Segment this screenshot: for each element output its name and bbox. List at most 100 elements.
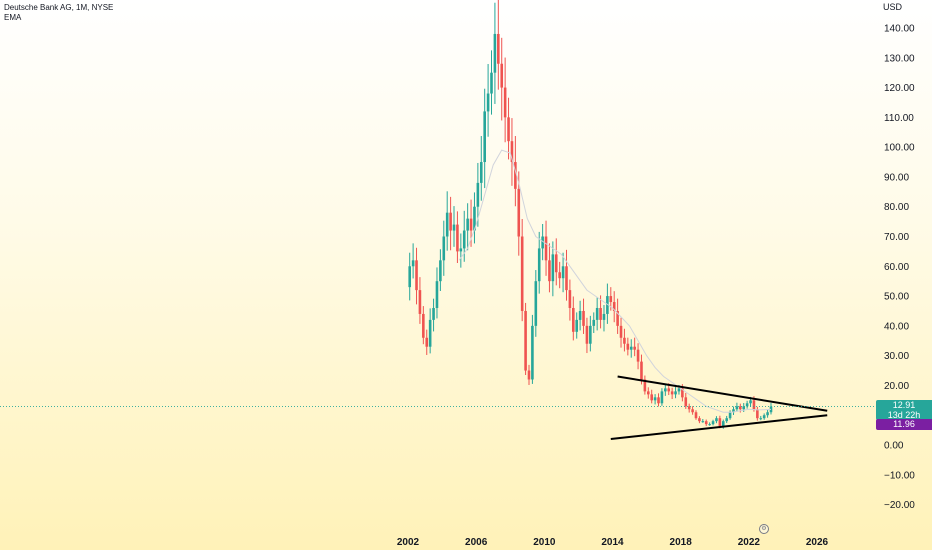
candle-body: [493, 33, 497, 73]
y-tick-label: 100.00: [884, 143, 915, 154]
candle-body: [670, 391, 674, 395]
y-tick-label: 130.00: [884, 53, 915, 64]
candle-body: [428, 319, 432, 347]
y-tick-label: 60.00: [884, 262, 909, 273]
candle-body: [411, 260, 415, 267]
candle-body: [479, 162, 483, 183]
candle-body: [510, 141, 514, 163]
candle-body: [418, 290, 422, 314]
candle-body: [698, 418, 701, 422]
candle-body: [435, 281, 439, 308]
candle-body: [442, 236, 446, 261]
candle-body: [633, 346, 636, 350]
bar-countdown: 13d 22h: [887, 410, 921, 420]
candle-body: [408, 266, 412, 288]
candle-body: [572, 307, 575, 332]
x-tick-label: 2014: [601, 537, 624, 548]
timezone-settings-icon[interactable]: ⚙: [759, 524, 769, 534]
candle-body: [568, 290, 572, 308]
trendline-group: [610, 375, 828, 441]
y-tick-label: 90.00: [884, 172, 909, 183]
candle-body: [612, 302, 616, 311]
candle-body: [752, 400, 756, 410]
candle-body: [766, 412, 769, 416]
candle-body: [449, 212, 452, 231]
candle-body: [548, 260, 551, 282]
candle-body: [636, 349, 640, 362]
candle-body: [531, 325, 534, 380]
candle-body: [653, 397, 657, 401]
x-tick-label: 2006: [465, 537, 488, 548]
candle-body: [473, 206, 476, 231]
candle-body: [507, 117, 510, 142]
y-tick-label: −10.00: [884, 470, 915, 481]
candle-body: [606, 296, 609, 314]
candle-body: [459, 248, 463, 252]
candle-body: [432, 307, 435, 320]
legend-ema[interactable]: EMA: [4, 13, 22, 22]
candle-body: [694, 412, 698, 419]
candle-body: [762, 415, 766, 419]
candle-body: [715, 418, 718, 422]
ema-series: [458, 149, 772, 413]
candle-body: [582, 310, 585, 326]
candle-body: [677, 388, 681, 392]
candle-body: [708, 424, 711, 426]
y-tick-label: −20.00: [884, 500, 915, 511]
candle-body: [664, 388, 667, 392]
trendline-lower[interactable]: [610, 414, 828, 441]
candle-body: [718, 418, 722, 428]
legend-symbol[interactable]: Deutsche Bank AG, 1M, NYSE: [4, 3, 114, 12]
y-tick-label: 120.00: [884, 83, 915, 94]
y-tick-label: 40.00: [884, 321, 909, 332]
candle-body: [527, 370, 531, 380]
y-tick-label: 80.00: [884, 202, 909, 213]
candle-body: [650, 394, 653, 401]
candle-body: [462, 230, 466, 249]
candle-body: [503, 87, 507, 118]
candle-body: [565, 266, 568, 291]
candle-body: [681, 388, 684, 398]
candle-series: [408, 0, 773, 429]
x-tick-label: 2002: [397, 537, 420, 548]
candle-body: [629, 346, 633, 350]
candle-body: [585, 325, 589, 344]
y-tick-label: 140.00: [884, 24, 915, 35]
candle-body: [445, 212, 449, 237]
candle-body: [439, 260, 442, 282]
candle-body: [554, 254, 558, 273]
ema-price-tag: 11.96: [876, 419, 932, 430]
candle-body: [578, 310, 582, 320]
candle-body: [646, 391, 650, 395]
x-tick-label: 2026: [806, 537, 829, 548]
candle-body: [732, 409, 735, 413]
y-tick-label: 110.00: [884, 113, 914, 124]
candle-body: [759, 418, 763, 420]
last-price-value: 12.91: [892, 400, 916, 410]
candle-body: [541, 236, 544, 249]
candle-body: [657, 397, 660, 404]
candle-body: [616, 310, 619, 326]
candle-body: [728, 412, 732, 419]
currency-unit: USD: [882, 2, 902, 12]
last-price-tag: 12.91 13d 22h: [876, 400, 932, 420]
candle-body: [452, 224, 456, 231]
candle-body: [619, 325, 623, 338]
candle-body: [486, 93, 490, 112]
candle-body: [745, 403, 749, 407]
candle-body: [592, 319, 596, 326]
ema-price-value: 11.96: [893, 419, 915, 429]
candle-body: [466, 218, 469, 231]
x-tick-label: 2010: [533, 537, 556, 548]
candle-body: [497, 33, 500, 64]
candle-body: [602, 313, 606, 320]
y-tick-label: 70.00: [884, 232, 909, 243]
candle-body: [490, 72, 493, 94]
candle-body: [684, 397, 688, 407]
trendline-upper[interactable]: [617, 375, 828, 412]
candle-body: [425, 337, 429, 347]
candle-body: [558, 272, 561, 279]
x-tick-label: 2018: [670, 537, 693, 548]
candle-body: [524, 310, 527, 371]
